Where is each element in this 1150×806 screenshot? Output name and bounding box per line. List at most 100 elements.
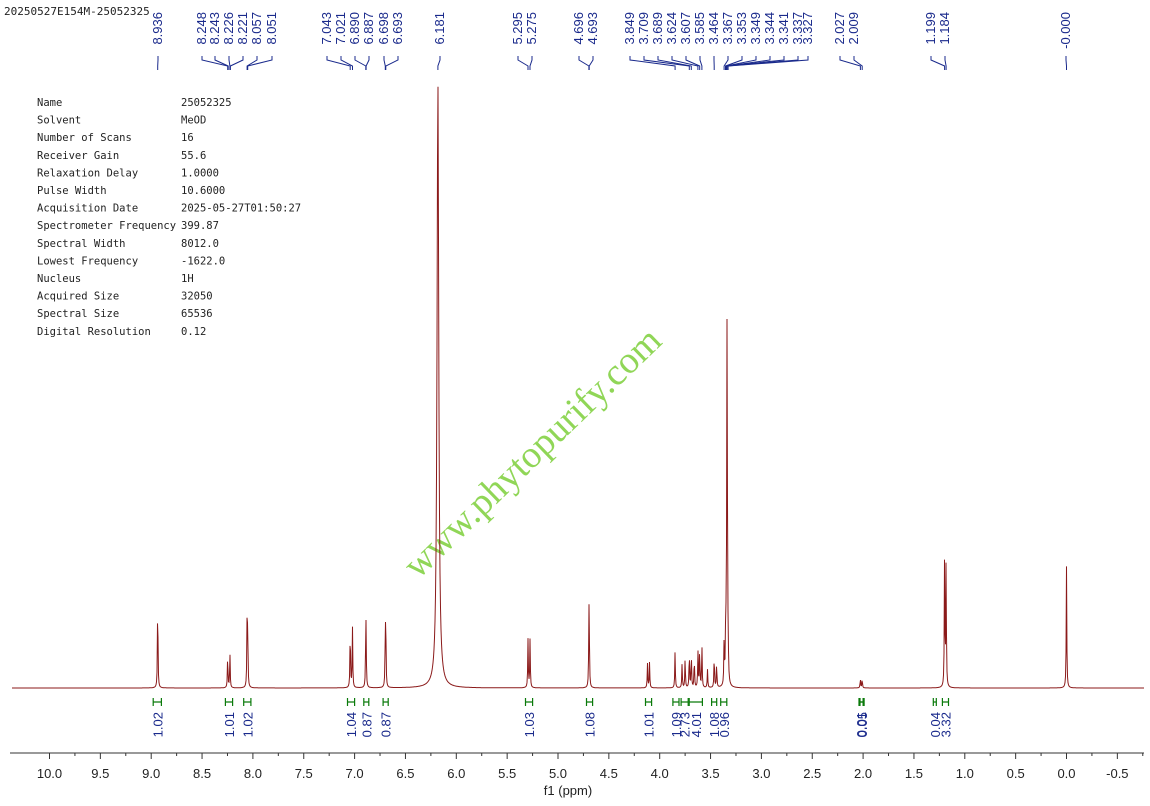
integral-label: 2.73 xyxy=(678,712,693,737)
integral-bracket xyxy=(224,698,234,706)
peak-label: 1.184 xyxy=(937,12,952,45)
spectrum-line xyxy=(12,86,1144,689)
peak-connector xyxy=(354,56,367,70)
x-tick-label: 3.0 xyxy=(752,766,770,781)
peak-label: 6.890 xyxy=(347,12,362,45)
x-tick-label: 1.5 xyxy=(905,766,923,781)
parameter-label: Nucleus xyxy=(37,273,81,285)
x-axis-ticks: 10.0 9.5 9.0 8.5 8.0 7.5 7.0 6.5 6.0 5.5 5.0 4.5 4.0… xyxy=(37,753,1144,781)
peak-label: 4.696 xyxy=(571,12,586,45)
peak-label: 6.181 xyxy=(432,12,447,45)
peak-label: 3.607 xyxy=(678,12,693,45)
peak-label: 3.464 xyxy=(706,12,721,45)
parameter-label: Lowest Frequency xyxy=(37,255,138,267)
integral-label: 1.01 xyxy=(642,712,657,737)
integral-bracket xyxy=(672,698,680,706)
integral-bracket xyxy=(585,698,594,706)
x-tick-label: 8.5 xyxy=(193,766,211,781)
peak-label: -0.000 xyxy=(1058,12,1073,49)
x-tick-label: 8.0 xyxy=(244,766,262,781)
peak-connector xyxy=(723,56,729,70)
parameter-label: Number of Scans xyxy=(37,132,132,144)
peak-label: 3.709 xyxy=(636,12,651,45)
x-tick-label: -0.5 xyxy=(1106,766,1128,781)
parameter-label: Spectrometer Frequency xyxy=(37,220,176,232)
peak-label: 3.327 xyxy=(800,12,815,45)
parameter-value: 1H xyxy=(181,273,194,285)
parameter-value: 399.87 xyxy=(181,220,219,232)
x-tick-label: 2.0 xyxy=(854,766,872,781)
peak-connector xyxy=(657,56,692,70)
parameter-label: Digital Resolution xyxy=(37,326,151,338)
peak-connector xyxy=(228,56,231,70)
parameter-label: Spectral Size xyxy=(37,308,119,320)
integral-bracket xyxy=(363,698,370,706)
peak-label: 2.027 xyxy=(832,12,847,45)
peak-connector xyxy=(326,56,351,70)
parameter-label: Acquired Size xyxy=(37,291,119,303)
parameter-label: Solvent xyxy=(37,115,81,127)
integral-label: 1.04 xyxy=(344,712,359,737)
peak-connector xyxy=(214,56,229,70)
integral-label: 1.02 xyxy=(240,712,255,737)
parameter-label: Name xyxy=(37,97,62,109)
peak-label: 5.295 xyxy=(510,12,525,45)
integral-label: 0.87 xyxy=(359,712,374,737)
x-tick-label: 1.0 xyxy=(956,766,974,781)
integral-label: 0.05 xyxy=(855,712,870,737)
x-tick-label: 0.0 xyxy=(1057,766,1075,781)
peak-label: 2.009 xyxy=(846,12,861,45)
integral-label: 0.01 xyxy=(854,712,869,737)
integral-label: 0.87 xyxy=(379,712,394,737)
integral-label: 3.32 xyxy=(939,712,954,737)
peak-label: 3.349 xyxy=(748,12,763,45)
x-tick-label: 5.5 xyxy=(498,766,516,781)
peak-connector xyxy=(699,56,703,70)
peak-connector xyxy=(578,56,590,70)
peak-connector xyxy=(365,56,370,70)
parameter-value: 0.12 xyxy=(181,326,206,338)
parameter-value: 25052325 xyxy=(181,97,232,109)
peak-connector xyxy=(588,56,594,70)
parameter-label: Relaxation Delay xyxy=(37,167,138,179)
parameter-value: MeOD xyxy=(181,115,206,127)
parameter-value: 1.0000 xyxy=(181,167,219,179)
peak-connector xyxy=(437,56,441,70)
peak-connector xyxy=(685,56,701,70)
parameter-label: Acquisition Date xyxy=(37,203,138,215)
parameter-value: 65536 xyxy=(181,308,213,320)
x-tick-label: 6.5 xyxy=(396,766,414,781)
peak-connector xyxy=(629,56,676,70)
peak-connector xyxy=(517,56,529,70)
integral-bracket xyxy=(680,698,689,706)
integral-label: 4.01 xyxy=(689,712,704,737)
peak-label: 6.887 xyxy=(361,12,376,45)
parameter-label: Spectral Width xyxy=(37,238,126,250)
parameter-value: 10.6000 xyxy=(181,185,225,197)
parameter-value: 55.6 xyxy=(181,150,206,162)
acquisition-parameters: Name 25052325 Solvent MeOD Number of Scans 16… xyxy=(37,97,301,338)
peak-connector xyxy=(246,56,258,70)
peak-connector xyxy=(383,56,386,70)
peak-label: 3.344 xyxy=(762,12,777,45)
peak-connector xyxy=(229,56,244,70)
x-tick-label: 7.5 xyxy=(295,766,313,781)
peak-connector xyxy=(839,56,861,70)
x-tick-label: 4.5 xyxy=(600,766,618,781)
integral-bracket xyxy=(382,698,389,706)
integral-label: 1.02 xyxy=(150,712,165,737)
peak-label: 8.248 xyxy=(194,12,209,45)
x-tick-label: 10.0 xyxy=(37,766,62,781)
peak-connector xyxy=(944,56,947,70)
integral-bracket xyxy=(644,698,653,706)
peak-connector xyxy=(529,56,533,70)
peak-label: 7.043 xyxy=(319,12,334,45)
integral-bracket xyxy=(932,698,937,706)
integral-bracket xyxy=(524,698,534,706)
peak-label: 8.057 xyxy=(249,12,264,45)
x-tick-label: 9.5 xyxy=(91,766,109,781)
x-axis-label: f1 (ppm) xyxy=(544,783,592,798)
parameter-value: -1622.0 xyxy=(181,255,225,267)
peak-label: 3.849 xyxy=(622,12,637,45)
